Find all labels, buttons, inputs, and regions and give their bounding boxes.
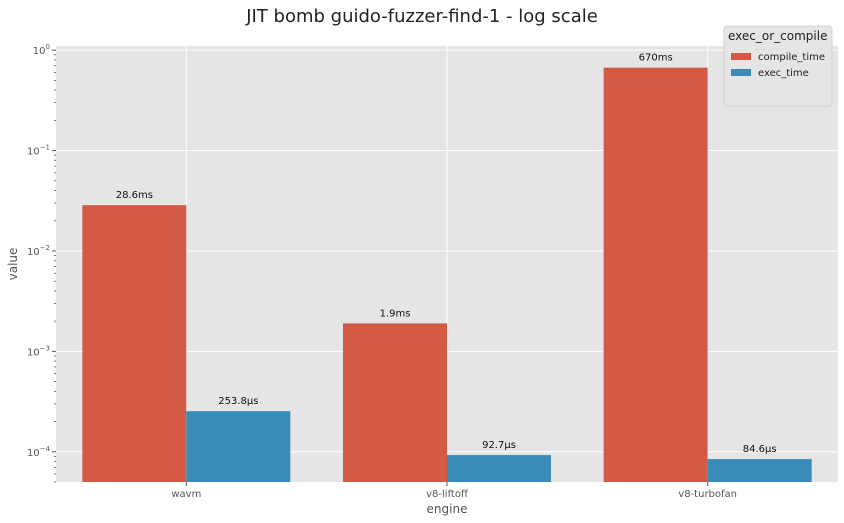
x-axis-label: engine xyxy=(427,502,468,516)
data-label: 253.8µs xyxy=(218,396,258,407)
data-label: 92.7µs xyxy=(482,440,516,451)
chart-title: JIT bomb guido-fuzzer-find-1 - log scale xyxy=(246,6,598,27)
data-label: 670ms xyxy=(639,53,673,64)
data-label: 1.9ms xyxy=(380,308,411,319)
bar-exec-time xyxy=(707,459,812,482)
y-tick-label: 10−4 xyxy=(27,445,51,459)
minor-ticks xyxy=(54,54,56,483)
legend-swatch xyxy=(731,53,751,60)
y-axis-label: value xyxy=(6,248,20,281)
bar-exec-time xyxy=(186,411,291,482)
legend: exec_or_compile compile_time exec_time xyxy=(723,25,833,107)
legend-title: exec_or_compile xyxy=(728,29,827,43)
legend-box xyxy=(723,25,833,107)
bar-compile-time xyxy=(603,67,708,482)
bar-compile-time xyxy=(343,323,447,482)
y-tick-label: 100 xyxy=(33,43,50,57)
data-label: 28.6ms xyxy=(116,190,153,201)
bars xyxy=(82,67,812,482)
bar-exec-time xyxy=(447,455,551,482)
x-tick-label: wavm xyxy=(171,489,201,500)
y-tick-label: 10−3 xyxy=(27,344,50,358)
x-tick-label: v8-turbofan xyxy=(678,489,737,500)
y-tick-label: 10−2 xyxy=(27,244,50,258)
legend-swatch xyxy=(731,69,751,76)
data-labels: 28.6ms 253.8µs 1.9ms 92.7µs 670ms 84.6µs xyxy=(116,53,777,455)
data-label: 84.6µs xyxy=(743,444,777,455)
axes: 100 10−1 10−2 10−3 10−4 wavm v8-liftoff v8-turb… xyxy=(6,43,737,516)
y-tick-label: 10−1 xyxy=(27,144,50,158)
legend-label: exec_time xyxy=(758,68,809,79)
bar-compile-time xyxy=(82,205,187,482)
x-tick-label: v8-liftoff xyxy=(426,489,469,500)
legend-label: compile_time xyxy=(758,52,825,63)
